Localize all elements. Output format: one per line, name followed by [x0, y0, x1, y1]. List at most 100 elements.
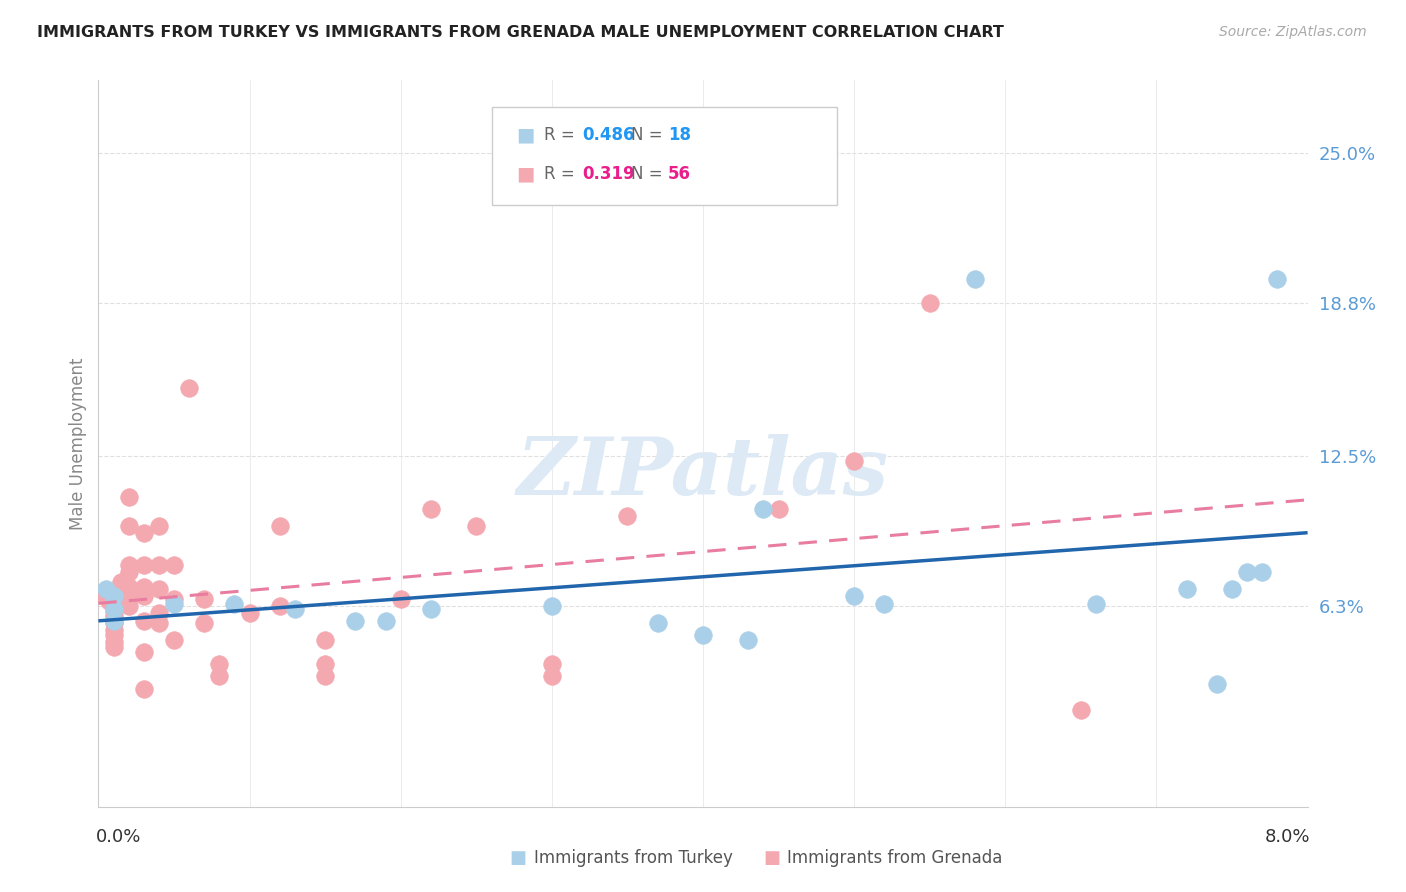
Point: [132, 526, 155, 541]
Point: [692, 628, 714, 642]
Point: [118, 558, 141, 572]
Point: [1267, 272, 1289, 286]
Point: [132, 558, 155, 572]
Text: ■: ■: [509, 849, 526, 867]
Point: [103, 628, 125, 642]
Point: [98, 594, 121, 608]
Point: [768, 502, 790, 516]
Point: [374, 614, 396, 628]
Point: [163, 591, 186, 606]
Point: [389, 591, 412, 606]
Text: R =: R =: [544, 165, 581, 183]
Point: [540, 669, 562, 683]
Point: [752, 502, 775, 516]
Point: [148, 616, 170, 631]
Text: N =: N =: [631, 165, 668, 183]
Point: [616, 509, 638, 524]
Point: [118, 519, 141, 533]
Point: [844, 454, 866, 468]
Point: [965, 272, 987, 286]
Point: [918, 296, 941, 310]
Point: [1206, 676, 1229, 690]
Text: N =: N =: [631, 126, 668, 144]
Point: [94, 590, 117, 604]
Point: [269, 599, 291, 614]
Point: [208, 669, 231, 683]
Point: [118, 490, 141, 504]
Point: [1236, 565, 1258, 579]
Point: [103, 590, 125, 604]
Point: [647, 616, 669, 631]
Point: [148, 582, 170, 596]
Point: [110, 574, 132, 589]
Point: [132, 590, 155, 604]
Point: [284, 601, 307, 615]
Text: 56: 56: [668, 165, 690, 183]
Text: 18: 18: [668, 126, 690, 144]
Point: [103, 608, 125, 623]
Point: [103, 604, 125, 618]
Point: [132, 614, 155, 628]
Text: ZIPatlas: ZIPatlas: [517, 434, 889, 512]
Text: Immigrants from Turkey: Immigrants from Turkey: [534, 849, 733, 867]
Text: 0.319: 0.319: [582, 165, 634, 183]
Point: [420, 601, 443, 615]
Point: [873, 597, 896, 611]
Text: ■: ■: [763, 849, 780, 867]
Point: [163, 633, 186, 648]
Point: [344, 614, 367, 628]
Y-axis label: Male Unemployment: Male Unemployment: [69, 358, 87, 530]
Point: [114, 582, 136, 596]
Point: [314, 633, 336, 648]
Point: [148, 519, 170, 533]
Text: 8.0%: 8.0%: [1265, 828, 1310, 846]
Point: [179, 381, 201, 395]
Point: [314, 657, 336, 672]
Point: [737, 633, 759, 648]
Point: [103, 640, 125, 655]
Text: 0.486: 0.486: [582, 126, 634, 144]
Point: [118, 580, 141, 594]
Point: [132, 681, 155, 696]
Point: [148, 607, 170, 621]
Point: [844, 590, 866, 604]
Text: ■: ■: [516, 164, 534, 184]
Point: [118, 599, 141, 614]
Point: [465, 519, 488, 533]
Point: [1085, 597, 1108, 611]
Point: [208, 657, 231, 672]
Point: [224, 597, 246, 611]
Point: [269, 519, 291, 533]
Point: [91, 587, 114, 601]
Text: R =: R =: [544, 126, 581, 144]
Point: [132, 645, 155, 659]
Point: [103, 601, 125, 615]
Point: [1175, 582, 1198, 596]
Point: [1220, 582, 1243, 596]
Point: [118, 591, 141, 606]
Text: IMMIGRANTS FROM TURKEY VS IMMIGRANTS FROM GRENADA MALE UNEMPLOYMENT CORRELATION : IMMIGRANTS FROM TURKEY VS IMMIGRANTS FRO…: [37, 25, 1004, 40]
Point: [163, 558, 186, 572]
Text: 0.0%: 0.0%: [96, 828, 141, 846]
Point: [118, 565, 141, 579]
Text: Source: ZipAtlas.com: Source: ZipAtlas.com: [1219, 25, 1367, 39]
Point: [239, 607, 262, 621]
Point: [540, 657, 562, 672]
Point: [103, 614, 125, 628]
Point: [103, 624, 125, 638]
Point: [420, 502, 443, 516]
Point: [314, 669, 336, 683]
Text: ■: ■: [516, 125, 534, 145]
Text: Immigrants from Grenada: Immigrants from Grenada: [787, 849, 1002, 867]
Point: [94, 582, 117, 596]
Point: [132, 580, 155, 594]
Point: [193, 616, 215, 631]
Point: [103, 635, 125, 649]
Point: [1070, 703, 1092, 717]
Point: [163, 597, 186, 611]
Point: [193, 591, 215, 606]
Point: [540, 599, 562, 614]
Point: [103, 616, 125, 631]
Point: [103, 599, 125, 614]
Point: [1251, 565, 1274, 579]
